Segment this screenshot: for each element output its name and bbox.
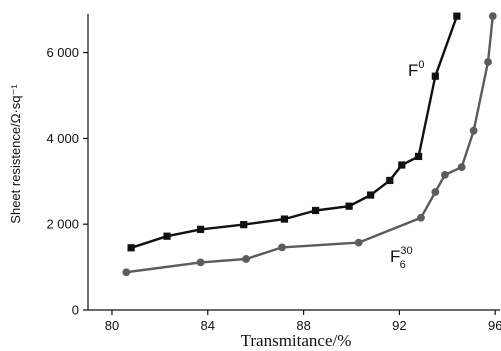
series-label-f6-30-subscript: 6 [400,259,406,271]
data-point [431,72,439,80]
data-point [457,163,466,172]
data-point [441,170,449,179]
series-label-f0-superscript: 0 [418,59,424,71]
data-point [242,255,250,263]
y-tick-label: 6 000 [46,45,79,60]
series-0 [127,12,461,252]
series-1 [122,12,497,277]
data-point [453,12,461,20]
ticks: 80 84 88 92 96 0 2 000 4 000 6 000 [46,45,501,333]
x-tick-label: 88 [296,318,310,333]
series-label-f6-30: F30 6 [390,245,413,271]
x-tick-label: 80 [105,318,119,333]
data-point [469,126,478,135]
series-layer [122,12,497,277]
data-point [127,244,135,252]
series-label-f6-30-base: F [390,247,400,266]
data-point [240,221,248,229]
series-line [126,15,494,274]
x-axis-title: Transmitance/% [241,331,352,350]
data-point [431,188,440,196]
data-point [417,213,425,222]
data-point [367,191,375,199]
data-point [196,225,205,233]
data-point [163,232,171,240]
series-label-f6-30-superscript: 30 [400,245,412,257]
data-point [354,238,363,247]
y-tick-label: 0 [72,303,79,318]
x-tick-label: 84 [201,318,215,333]
data-point [386,176,394,185]
y-tick-label: 4 000 [46,131,79,146]
data-point [488,12,497,21]
data-point [122,268,131,277]
data-point [484,58,492,66]
data-point [311,206,320,215]
series-label-f0-base: F [408,61,418,80]
data-point [414,152,423,161]
series-line [130,15,459,249]
data-point [280,215,289,223]
x-tick-label: 92 [392,318,406,333]
data-point [196,258,205,267]
series-label-f0: F0 [408,59,425,80]
data-point [278,243,286,252]
y-axis-title: Sheet resistence/Ω·sq⁻¹ [8,84,23,224]
data-point [345,202,353,210]
x-tick-label: 96 [488,318,501,333]
data-point [398,161,406,169]
y-tick-label: 2 000 [46,217,79,232]
axes [87,14,500,311]
